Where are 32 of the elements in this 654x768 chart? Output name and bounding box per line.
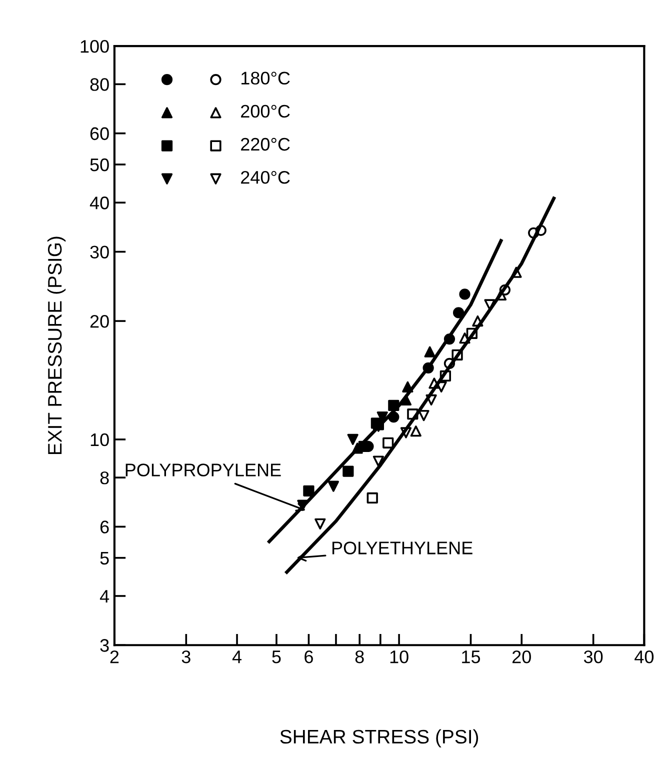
legend-label: 240°C [241, 170, 290, 184]
y-tick-label: 80 [90, 78, 109, 91]
x-tick-label: 2 [110, 650, 119, 664]
annotation: POLYETHYLENE [332, 542, 472, 554]
y-tick-label: 60 [90, 127, 109, 140]
y-tick-label: 30 [90, 246, 109, 258]
legend-label: 180°C [242, 72, 290, 85]
x-tick-label: 3 [182, 650, 190, 664]
x-tick-label: 30 [584, 650, 603, 664]
x-tick-label: 4 [232, 650, 242, 664]
y-axis-title: EXIT PRESSURE (PSIG) [47, 236, 66, 454]
y-tick-label: 10 [90, 433, 109, 446]
y-tick-label: 4 [100, 590, 110, 603]
x-tick-label: 8 [355, 650, 364, 664]
annotation: POLYPROPYLENE [126, 464, 281, 476]
legend-label: 220°C [241, 138, 290, 151]
y-tick-label: 8 [100, 471, 109, 484]
y-tick-label: 100 [80, 40, 109, 53]
x-tick-label: 40 [634, 650, 654, 664]
y-tick-label: 3 [100, 639, 109, 652]
x-tick-label: 6 [304, 650, 313, 664]
y-tick-label: 5 [100, 552, 109, 565]
x-tick-label: 5 [272, 650, 281, 664]
y-tick-label: 20 [90, 314, 109, 328]
y-tick-label: 50 [90, 158, 109, 172]
x-axis-title: SHEAR STRESS (PSI) [280, 729, 478, 748]
y-tick-label: 6 [100, 520, 109, 534]
legend-label: 200°C [241, 104, 290, 118]
x-tick-label: 10 [390, 650, 408, 664]
x-tick-label: 20 [512, 650, 531, 664]
x-tick-label: 15 [462, 650, 480, 664]
y-tick-label: 40 [90, 196, 109, 210]
